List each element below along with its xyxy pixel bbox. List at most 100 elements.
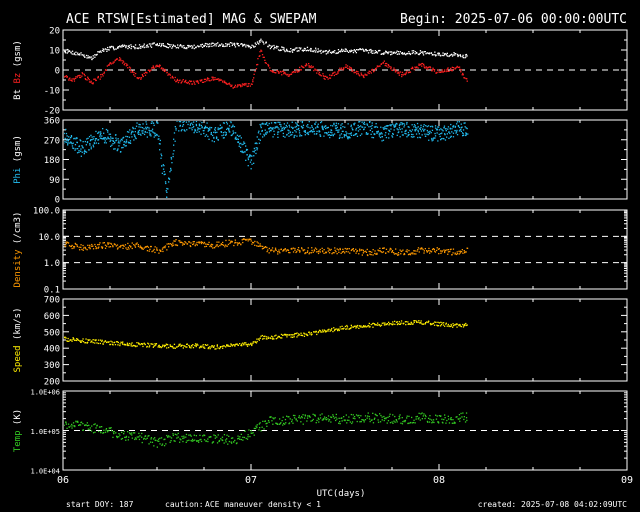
data-point-temp	[157, 438, 160, 440]
data-point-density	[170, 243, 172, 245]
data-point-speed	[69, 339, 71, 341]
data-point-phi	[281, 127, 283, 130]
data-point-density	[117, 247, 119, 249]
data-point-density	[221, 244, 224, 246]
data-point-density	[210, 243, 213, 245]
y-tick-label: 180	[44, 156, 60, 166]
data-point-speed	[219, 346, 221, 349]
data-point-bz	[292, 71, 295, 73]
data-point-temp	[225, 441, 227, 443]
data-point-phi	[449, 136, 452, 138]
data-point-density	[196, 241, 198, 244]
data-point-speed	[248, 344, 250, 346]
data-point-density	[302, 250, 304, 252]
data-point-phi	[456, 131, 458, 133]
data-point-phi	[279, 121, 281, 124]
data-point-speed	[136, 342, 138, 344]
data-point-bt	[166, 46, 168, 48]
data-point-phi	[460, 123, 462, 125]
data-point-phi	[222, 132, 225, 134]
data-point-phi	[142, 130, 144, 132]
data-point-density	[335, 251, 337, 253]
data-point-phi	[208, 138, 210, 140]
data-point-temp	[244, 430, 246, 432]
data-point-bt	[464, 54, 467, 56]
y-axis-label-part: Speed	[13, 345, 23, 372]
data-point-phi	[392, 132, 394, 135]
data-point-bt	[286, 48, 288, 50]
data-point-bt	[353, 49, 355, 51]
data-point-speed	[221, 345, 224, 347]
data-point-speed	[434, 321, 436, 323]
data-point-speed	[143, 342, 145, 344]
data-point-density	[250, 238, 252, 240]
data-point-phi	[90, 148, 92, 150]
data-point-speed	[373, 323, 376, 325]
data-point-phi	[398, 131, 400, 133]
data-point-phi	[222, 122, 225, 124]
data-point-bz	[122, 60, 124, 62]
data-point-phi	[205, 134, 208, 136]
data-point-bt	[424, 51, 426, 53]
data-point-bz	[189, 80, 192, 83]
data-point-bt	[186, 47, 188, 49]
data-point-phi	[145, 128, 147, 130]
data-point-density	[431, 248, 434, 251]
data-point-bt	[106, 50, 108, 52]
data-point-phi	[327, 134, 329, 136]
data-point-density	[95, 245, 97, 248]
data-point-bt	[215, 45, 217, 47]
data-point-density	[355, 248, 357, 250]
data-point-bt	[216, 43, 218, 45]
data-point-temp	[426, 420, 429, 423]
data-point-density	[159, 249, 161, 251]
data-point-bt	[416, 52, 418, 54]
data-point-density	[322, 251, 324, 253]
data-point-bt	[256, 41, 259, 43]
data-point-bt	[91, 58, 93, 61]
data-point-phi	[445, 128, 447, 130]
data-point-speed	[445, 323, 447, 325]
data-point-density	[295, 251, 297, 254]
data-point-density	[64, 245, 65, 247]
data-point-phi	[293, 135, 295, 137]
data-point-phi	[322, 127, 324, 129]
data-point-temp	[136, 436, 138, 438]
data-point-density	[251, 243, 253, 245]
data-point-temp	[204, 434, 206, 437]
data-point-phi	[174, 140, 176, 142]
data-point-density	[365, 250, 367, 252]
data-point-speed	[142, 345, 144, 348]
data-point-speed	[377, 324, 379, 326]
data-point-density	[238, 242, 241, 244]
data-point-density	[128, 248, 130, 250]
data-point-phi	[441, 129, 443, 131]
data-point-phi	[453, 125, 455, 127]
data-point-temp	[203, 439, 206, 441]
data-point-phi	[331, 132, 333, 134]
data-point-phi	[369, 121, 371, 122]
data-point-density	[268, 247, 270, 250]
data-point-bt	[89, 56, 91, 58]
data-point-bt	[437, 54, 439, 56]
data-point-bt	[352, 51, 355, 54]
data-point-phi	[87, 137, 89, 139]
data-point-bt	[192, 46, 194, 48]
data-point-density	[98, 243, 100, 246]
data-point-phi	[223, 137, 225, 139]
data-point-bz	[139, 77, 141, 79]
data-point-density	[271, 247, 274, 249]
data-point-bz	[271, 70, 274, 72]
data-point-temp	[266, 422, 268, 424]
data-point-bt	[422, 51, 424, 53]
data-point-phi	[75, 137, 77, 139]
data-point-speed	[262, 338, 264, 340]
data-point-phi	[258, 138, 260, 140]
data-point-speed	[340, 328, 342, 330]
data-point-density	[160, 250, 162, 252]
data-point-temp	[385, 418, 387, 420]
data-point-phi	[405, 133, 407, 135]
data-point-bt	[327, 51, 329, 53]
data-point-phi	[225, 133, 227, 136]
data-point-phi	[391, 135, 393, 137]
